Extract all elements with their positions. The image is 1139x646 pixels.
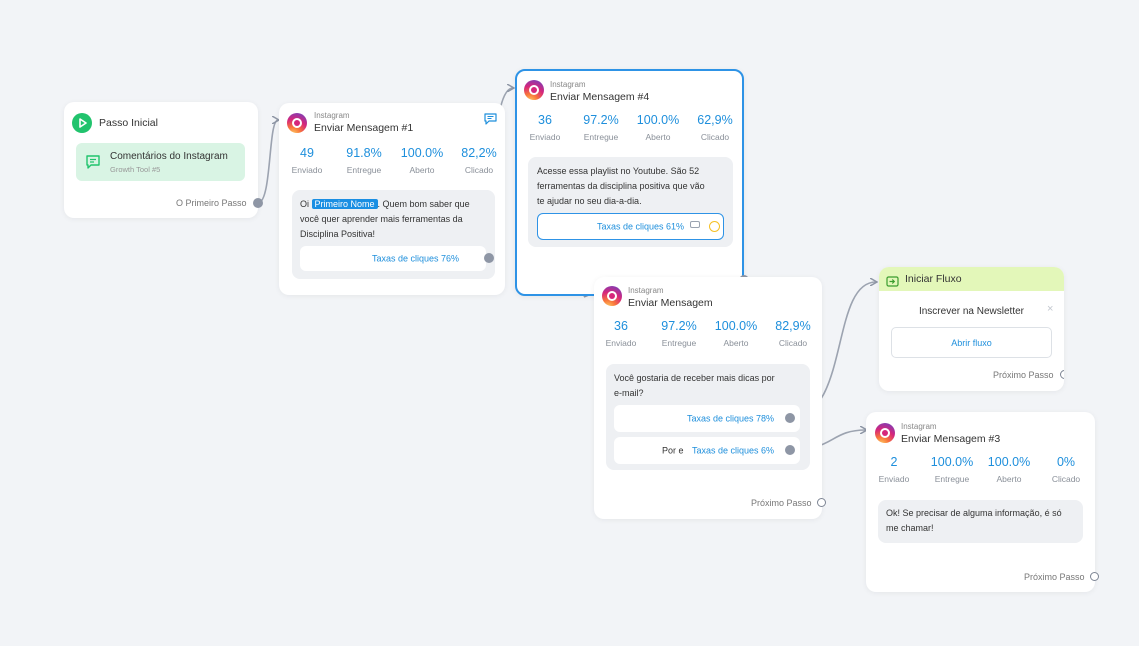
next-step-label: Próximo Passo — [1024, 572, 1085, 582]
instagram-icon — [524, 80, 544, 100]
node-source: Instagram — [628, 286, 664, 295]
link-badge-icon — [690, 221, 700, 228]
node-source: Instagram — [901, 422, 937, 431]
button-1-output-port[interactable] — [785, 413, 795, 423]
message-node-4[interactable]: Instagram Enviar Mensagem #4 36 Enviado 9… — [515, 69, 749, 296]
node-title: Enviar Mensagem #1 — [314, 122, 414, 134]
message-button-2[interactable]: Por e Taxas de cliques 6% — [614, 437, 800, 464]
message-text: Acesse essa playlist no Youtube. São 52 … — [537, 166, 705, 206]
message-bubble[interactable]: Ok! Se precisar de alguma informação, é … — [878, 500, 1083, 543]
node-title: Enviar Mensagem #4 — [550, 91, 650, 103]
button-2-output-port[interactable] — [785, 445, 795, 455]
message-text: Ok! Se precisar de alguma informação, é … — [886, 508, 1062, 533]
message-node[interactable]: Instagram Enviar Mensagem 36 Enviado 97.2… — [594, 277, 826, 519]
instagram-icon — [875, 423, 895, 443]
instagram-icon — [287, 113, 307, 133]
stat-opened: 100.0% Aberto — [636, 113, 680, 142]
start-flow-header — [879, 267, 1064, 291]
message-bubble[interactable]: Oi Primeiro Nome. Quem bom saber que voc… — [292, 190, 495, 279]
start-node[interactable]: Passo Inicial Comentários do Instagram G… — [64, 102, 263, 218]
stat-delivered: 97.2% Entregue — [583, 113, 619, 142]
next-step-label: Próximo Passo — [993, 370, 1054, 380]
open-flow-button[interactable]: Abrir fluxo — [891, 327, 1052, 358]
trigger-title: Comentários do Instagram — [110, 151, 228, 162]
message-text: Oi Primeiro Nome. Quem bom saber que voc… — [300, 199, 470, 239]
next-step-label: Próximo Passo — [751, 498, 812, 508]
trigger-subtitle: Growth Tool #5 — [110, 165, 161, 174]
comment-icon — [85, 155, 101, 174]
message-button[interactable]: Taxas de cliques 76% — [300, 246, 486, 271]
start-output-port[interactable] — [253, 198, 263, 208]
node-title: Enviar Mensagem — [628, 297, 713, 309]
wire-start-to-msg1 — [257, 120, 278, 204]
enter-flow-icon — [886, 274, 899, 292]
stat-opened: 100.0% Aberto — [714, 319, 758, 348]
stat-sent: 2 Enviado — [878, 455, 910, 484]
stat-clicked: 0% Clicado — [1051, 455, 1081, 484]
message-node-1[interactable]: Instagram Enviar Mensagem #1 49 Enviado 9… — [279, 103, 505, 295]
start-node-title: Passo Inicial — [99, 117, 158, 129]
close-icon[interactable]: × — [1047, 303, 1054, 315]
stat-sent: 36 Enviado — [529, 113, 561, 142]
message-button[interactable]: Taxas de cliques 61% — [537, 213, 724, 240]
start-step-label: O Primeiro Passo — [176, 198, 247, 208]
next-step-port[interactable] — [1060, 370, 1064, 379]
stat-delivered: 91.8% Entregue — [346, 146, 382, 175]
start-flow-title: Iniciar Fluxo — [905, 273, 962, 285]
message-bubble[interactable]: Você gostaria de receber mais dicas por … — [606, 364, 810, 470]
first-name-placeholder: Primeiro Nome — [311, 199, 378, 209]
flow-name: Inscrever na Newsletter — [918, 306, 1025, 317]
stat-opened: 100.0% Aberto — [400, 146, 444, 175]
stat-sent: 49 Enviado — [291, 146, 323, 175]
message-button-1[interactable]: Taxas de cliques 78% — [614, 405, 800, 432]
message-bubble[interactable]: Acesse essa playlist no Youtube. São 52 … — [528, 157, 733, 247]
instagram-icon — [602, 286, 622, 306]
start-flow-node[interactable]: Iniciar Fluxo × Inscrever na Newsletter … — [879, 267, 1064, 391]
stat-clicked: 82,2% Clicado — [461, 146, 497, 175]
button-output-port[interactable] — [484, 253, 494, 263]
node-source: Instagram — [314, 111, 350, 120]
node-title: Enviar Mensagem #3 — [901, 433, 1001, 445]
status-circle-icon — [709, 221, 720, 232]
comment-icon[interactable] — [484, 112, 497, 130]
next-step-port[interactable] — [1090, 572, 1099, 581]
stat-sent: 36 Enviado — [605, 319, 637, 348]
trigger-card[interactable]: Comentários do Instagram Growth Tool #5 — [76, 143, 245, 181]
stat-opened: 100.0% Aberto — [987, 455, 1031, 484]
stat-delivered: 100.0% Entregue — [930, 455, 974, 484]
play-icon — [72, 113, 92, 133]
node-source: Instagram — [550, 80, 586, 89]
stat-clicked: 62,9% Clicado — [697, 113, 733, 142]
next-step-port[interactable] — [817, 498, 826, 507]
message-text: Você gostaria de receber mais dicas por … — [614, 373, 775, 398]
stat-clicked: 82,9% Clicado — [775, 319, 811, 348]
message-node-3[interactable]: Instagram Enviar Mensagem #3 2 Enviado 10… — [866, 412, 1099, 592]
stat-delivered: 97.2% Entregue — [661, 319, 697, 348]
